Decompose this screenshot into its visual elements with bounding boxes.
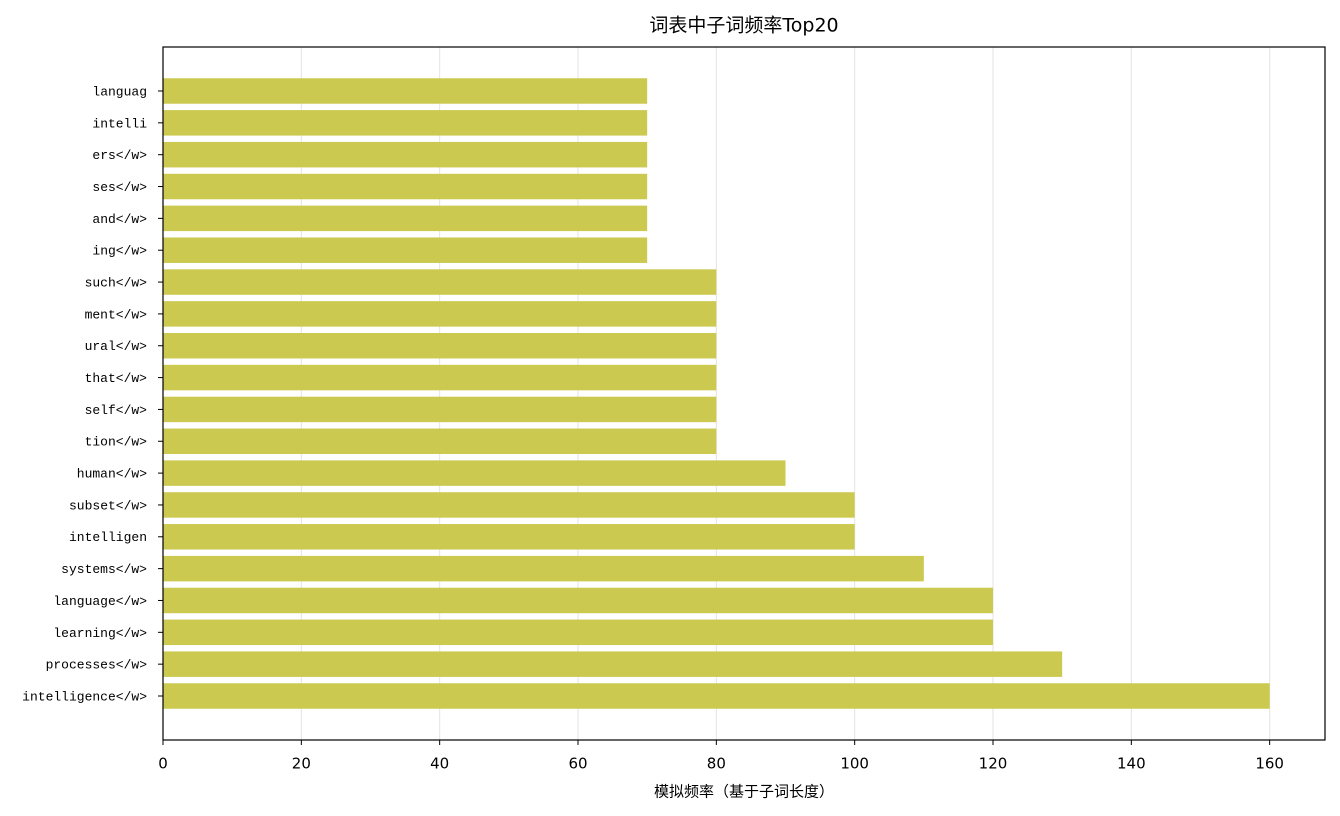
bar [163, 492, 855, 518]
x-axis-label: 模拟频率（基于子词长度） [654, 783, 834, 801]
bar [163, 396, 717, 423]
y-tick-label: ural</w> [85, 339, 148, 354]
bar [163, 110, 648, 136]
x-tick-label: 140 [1117, 755, 1146, 773]
y-tick-label: ers</w> [92, 148, 147, 163]
bar [163, 364, 717, 391]
bar [163, 555, 924, 582]
bar [163, 587, 993, 614]
x-tick-label: 100 [840, 755, 869, 773]
x-tick-label: 0 [158, 755, 168, 773]
y-tick-label: ing</w> [92, 244, 147, 259]
y-tick-label: processes</w> [46, 658, 148, 673]
y-tick-label: self</w> [85, 403, 148, 418]
y-tick-label: subset</w> [69, 498, 147, 513]
bar [163, 619, 993, 646]
bar [163, 651, 1063, 677]
y-tick-label: and</w> [92, 212, 147, 227]
bar [163, 205, 648, 232]
bar [163, 301, 717, 327]
bar [163, 524, 855, 550]
bar [163, 460, 786, 486]
y-tick-label: ses</w> [92, 180, 147, 195]
x-tick-label: 60 [568, 755, 587, 773]
x-tick-label: 80 [707, 755, 726, 773]
y-tick-label: intelligence</w> [22, 689, 147, 704]
bar [163, 428, 717, 454]
y-tick-label: intelli [92, 116, 147, 131]
y-tick-label: tion</w> [85, 435, 148, 450]
bar [163, 173, 648, 200]
y-tick-label: such</w> [85, 275, 148, 290]
x-tick-label: 120 [979, 755, 1008, 773]
bar [163, 269, 717, 295]
plot-frame [162, 46, 1326, 741]
chart-title: 词表中子词频率Top20 [649, 15, 838, 37]
x-tick-label: 40 [430, 755, 449, 773]
bar [163, 683, 1270, 709]
bar [163, 78, 648, 104]
x-tick-label: 160 [1255, 755, 1284, 773]
bar [163, 333, 717, 359]
y-tick-label: language</w> [53, 594, 147, 609]
x-tick-label: 20 [292, 755, 311, 773]
y-tick-label: intelligen [69, 530, 147, 545]
y-tick-label: learning</w> [53, 626, 147, 641]
bar [163, 237, 648, 263]
bar [163, 141, 648, 168]
y-tick-label: that</w> [85, 371, 148, 386]
y-tick-label: systems</w> [61, 562, 147, 577]
y-tick-label: ment</w> [85, 307, 148, 322]
y-tick-label: human</w> [77, 467, 147, 482]
y-tick-label: languag [92, 84, 147, 99]
